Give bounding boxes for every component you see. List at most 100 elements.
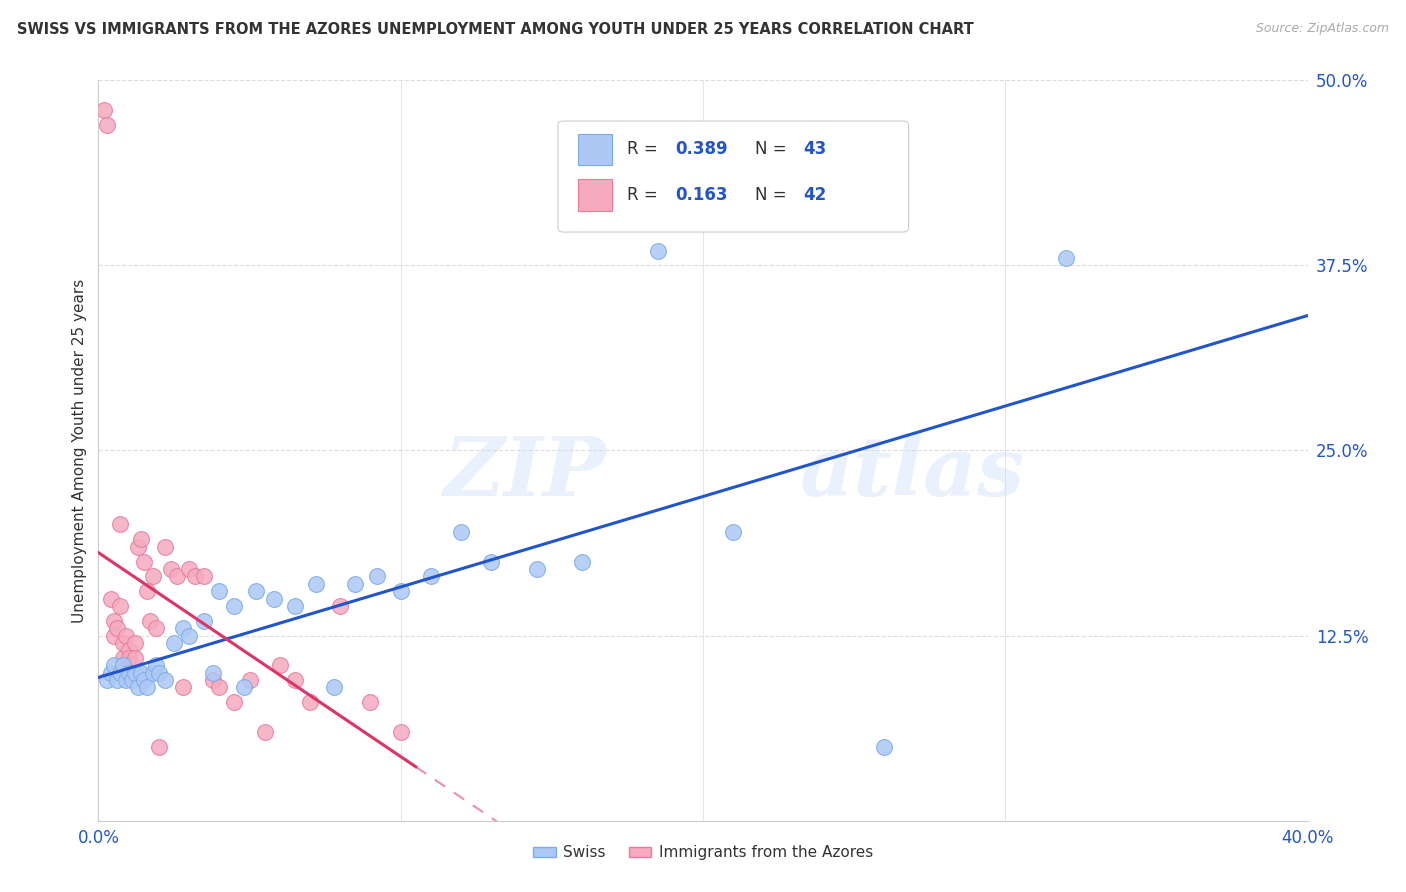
Point xyxy=(121,673,143,687)
Point xyxy=(105,621,128,635)
Point xyxy=(129,665,152,680)
Point xyxy=(127,681,149,695)
Point xyxy=(299,695,322,709)
Point xyxy=(224,695,246,709)
Point xyxy=(202,665,225,680)
Point xyxy=(344,576,367,591)
Point xyxy=(111,636,134,650)
Point xyxy=(114,673,136,687)
Point xyxy=(124,665,146,680)
Point xyxy=(202,673,225,687)
Point xyxy=(124,650,146,665)
Point xyxy=(132,555,155,569)
Point xyxy=(224,599,246,613)
Point xyxy=(96,118,118,132)
Text: ZIP: ZIP xyxy=(444,433,606,513)
Point xyxy=(103,628,125,642)
Point xyxy=(145,621,167,635)
Text: N =: N = xyxy=(755,186,792,204)
Bar xyxy=(578,134,613,165)
Point xyxy=(111,650,134,665)
Point xyxy=(420,569,443,583)
Point xyxy=(118,665,141,680)
Point xyxy=(208,681,231,695)
Point xyxy=(100,591,122,606)
Point xyxy=(142,665,165,680)
Point xyxy=(208,584,231,599)
Point xyxy=(360,695,382,709)
Point xyxy=(118,650,141,665)
Point xyxy=(108,599,131,613)
Point xyxy=(166,569,188,583)
Point xyxy=(129,533,152,547)
Point xyxy=(647,244,669,258)
Point xyxy=(114,628,136,642)
Point xyxy=(571,555,593,569)
Point xyxy=(135,584,157,599)
Text: SWISS VS IMMIGRANTS FROM THE AZORES UNEMPLOYMENT AMONG YOUTH UNDER 25 YEARS CORR: SWISS VS IMMIGRANTS FROM THE AZORES UNEM… xyxy=(17,22,973,37)
Point xyxy=(179,628,201,642)
Point xyxy=(111,658,134,673)
Legend: Swiss, Immigrants from the Azores: Swiss, Immigrants from the Azores xyxy=(526,839,880,866)
Point xyxy=(135,681,157,695)
Point xyxy=(93,103,115,117)
Point xyxy=(103,658,125,673)
FancyBboxPatch shape xyxy=(558,121,908,232)
Text: R =: R = xyxy=(627,186,662,204)
Point xyxy=(232,681,254,695)
Point xyxy=(124,636,146,650)
Point xyxy=(105,673,128,687)
Point xyxy=(263,591,285,606)
Point xyxy=(1054,251,1077,265)
Point xyxy=(184,569,207,583)
Point xyxy=(366,569,388,583)
Point xyxy=(179,562,201,576)
Text: 0.389: 0.389 xyxy=(675,140,728,158)
Point xyxy=(389,724,412,739)
Point xyxy=(723,524,745,539)
Point xyxy=(284,599,307,613)
Point xyxy=(148,665,170,680)
Point xyxy=(163,636,186,650)
Text: 42: 42 xyxy=(803,186,827,204)
Point xyxy=(253,724,276,739)
Point xyxy=(121,658,143,673)
Text: R =: R = xyxy=(627,140,662,158)
Point xyxy=(153,673,176,687)
Point xyxy=(239,673,262,687)
Text: 43: 43 xyxy=(803,140,827,158)
Point xyxy=(873,739,896,754)
Point xyxy=(118,643,141,657)
Text: 0.163: 0.163 xyxy=(675,186,728,204)
Point xyxy=(305,576,328,591)
Text: N =: N = xyxy=(755,140,792,158)
Point xyxy=(142,569,165,583)
Point xyxy=(269,658,291,673)
Point xyxy=(127,540,149,554)
Point xyxy=(450,524,472,539)
Point xyxy=(108,665,131,680)
Point xyxy=(172,621,194,635)
Point xyxy=(172,681,194,695)
Point xyxy=(145,658,167,673)
Point xyxy=(389,584,412,599)
Point xyxy=(100,665,122,680)
Point xyxy=(323,681,346,695)
Point xyxy=(245,584,267,599)
Point xyxy=(103,614,125,628)
Point xyxy=(148,739,170,754)
Point xyxy=(481,555,503,569)
Point xyxy=(96,673,118,687)
Point xyxy=(139,614,162,628)
Point xyxy=(329,599,352,613)
Y-axis label: Unemployment Among Youth under 25 years: Unemployment Among Youth under 25 years xyxy=(72,278,87,623)
Point xyxy=(132,673,155,687)
Point xyxy=(193,614,215,628)
Bar xyxy=(578,179,613,211)
Point xyxy=(526,562,548,576)
Point xyxy=(160,562,183,576)
Point xyxy=(284,673,307,687)
Point xyxy=(193,569,215,583)
Text: Source: ZipAtlas.com: Source: ZipAtlas.com xyxy=(1256,22,1389,36)
Text: atlas: atlas xyxy=(800,433,1025,513)
